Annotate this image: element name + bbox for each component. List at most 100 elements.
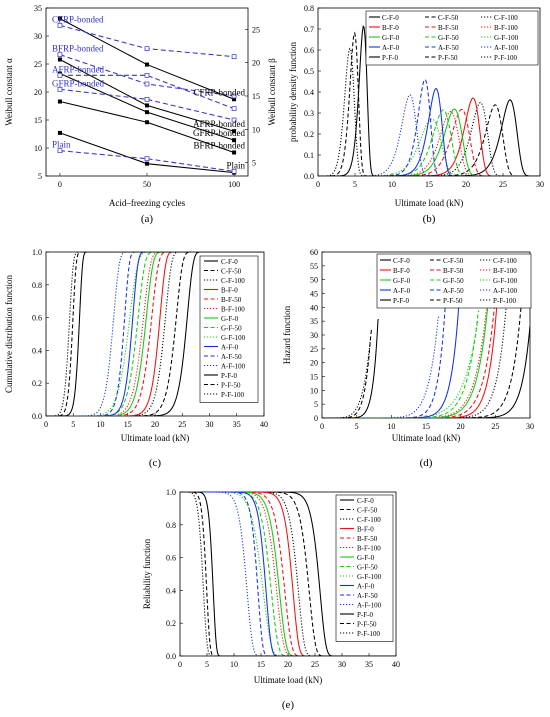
legend-label: A-F-0 [221,344,239,352]
x-tick-label: 15 [257,660,265,669]
legend-label: C-F-0 [357,497,374,505]
y-tick-label: 0.8 [32,281,42,290]
alpha-point [145,103,149,108]
y-tick-label: 10 [34,144,42,153]
legend-label: P-F-50 [221,382,241,390]
y-tick-label: 50 [310,276,318,285]
beta-point [144,72,150,78]
x-tick-label: 25 [311,660,319,669]
curve-b-f-0 [322,286,500,418]
curve-g-f-100 [322,321,479,418]
y-tick-label: 20 [34,88,42,97]
beta-line-plain [59,150,235,172]
panel-e-xlabel: Ultimate load (kN) [254,675,322,685]
panel-c-ylabel: Cumulative distribution function [4,275,14,393]
panel-d-caption: (d) [420,457,433,469]
y2-tick-label: 10 [252,125,260,134]
x-tick-label: 20 [284,660,292,669]
curve-p-f-50 [318,31,540,176]
curve-g-f-50 [322,310,480,418]
legend-label: P-F-0 [221,372,237,380]
y-tick-label: 0.6 [32,314,42,323]
curve-c-f-0 [318,99,540,176]
y-tick-label: 35 [34,4,42,13]
legend-label: P-F-50 [443,297,463,305]
beta-point [144,96,150,102]
legend-label: A-F-50 [221,353,242,361]
alpha-annotation: Plain [226,161,245,171]
curve-g-f-50 [318,109,540,176]
legend-label: G-F-100 [357,573,382,581]
alpha-annotation: AFRP-bonded [193,119,246,129]
panel-c-xlabel: Ultimate load (kN) [121,433,189,443]
legend-label: C-F-50 [221,268,242,276]
y-tick-label: 0.0 [304,172,314,181]
x-tick-label: 40 [260,420,268,429]
legend-label: G-F-50 [357,564,378,572]
y-tick-label: 0.4 [32,346,42,355]
y2-tick-label: 20 [252,59,260,68]
curve-b-f-100 [322,308,488,418]
x-tick-label: 20 [457,422,465,431]
legend-label: A-F-100 [493,287,518,295]
curve-g-f-0 [318,108,540,176]
beta-point [231,168,237,174]
beta-point [57,52,63,58]
x-tick-label: 0 [44,420,48,429]
y-tick-label: 0.8 [166,521,176,530]
beta-annotation: GFRP-bonded [52,78,105,88]
panel-b-ylabel: probability density function [288,42,298,142]
y-tick-label: 15 [310,373,318,382]
panel-d: 0 5 10 15 20 25 30 0 5 10 15 20 25 30 35 40 45 50 55 60 C-F… [282,248,534,469]
y-tick-label: 0.0 [32,412,42,421]
curve-b-f-0 [180,492,396,656]
alpha-annotation: GFRP-bonded [193,128,246,138]
legend-label: C-F-0 [382,14,399,22]
y-tick-label: 0.2 [304,130,314,139]
legend-label: P-F-0 [393,297,409,305]
curve-c-f-0 [322,325,530,418]
legend-box [199,255,259,403]
alpha-point [145,110,149,115]
y-tick-label: 60 [310,248,318,257]
x-tick-label: 0 [58,180,62,189]
legend-label: A-F-50 [438,44,459,52]
alpha-point [232,150,237,155]
alpha-annotation: CFRP-bonded [193,87,245,97]
legend-label: B-F-0 [382,24,399,32]
beta-point [231,106,237,112]
x-tick-label: 0 [178,660,182,669]
legend-label: B-F-50 [438,24,459,32]
panel-a: 0 50 100 5 10 15 20 25 30 35 5 10 15 20 25 CFRP-bonded… [4,4,277,225]
x-tick-label: 20 [151,420,159,429]
legend-label: G-F-100 [221,334,246,342]
legend-label: A-F-0 [357,583,375,591]
x-tick-label: 5 [355,422,359,431]
curve-a-f-100 [46,252,264,416]
y-tick-label: 0.5 [304,67,314,76]
panel-e: 0 5 10 15 20 25 30 35 40 0.0 0.2 0.4 0.6 0.8 1.0 C-F-0… [142,488,400,711]
legend-label: B-F-100 [493,267,517,275]
beta-point [231,117,237,123]
alpha-point [57,16,62,21]
curve-p-f-100 [318,47,540,176]
legend-label: B-F-0 [393,267,410,275]
legend-label: B-F-50 [221,296,242,304]
legend-label: C-F-100 [494,14,518,22]
legend-box [376,253,532,309]
x-tick-label: 5 [353,180,357,189]
beta-point [57,72,63,78]
curve-c-f-0 [46,252,264,416]
x-tick-label: 10 [230,660,238,669]
beta-point [231,54,237,60]
y-tick-label: 0.3 [304,109,314,118]
panel-a-caption: (a) [141,213,154,225]
legend-label: A-F-100 [494,44,519,52]
legend-label: G-F-100 [494,34,519,42]
legend-box [335,494,394,642]
y-tick-label: 10 [310,386,318,395]
curve-p-f-0 [180,492,396,656]
y-tick-label: 55 [310,262,318,271]
legend-label: B-F-100 [494,24,518,32]
legend-label: G-F-0 [382,34,400,42]
